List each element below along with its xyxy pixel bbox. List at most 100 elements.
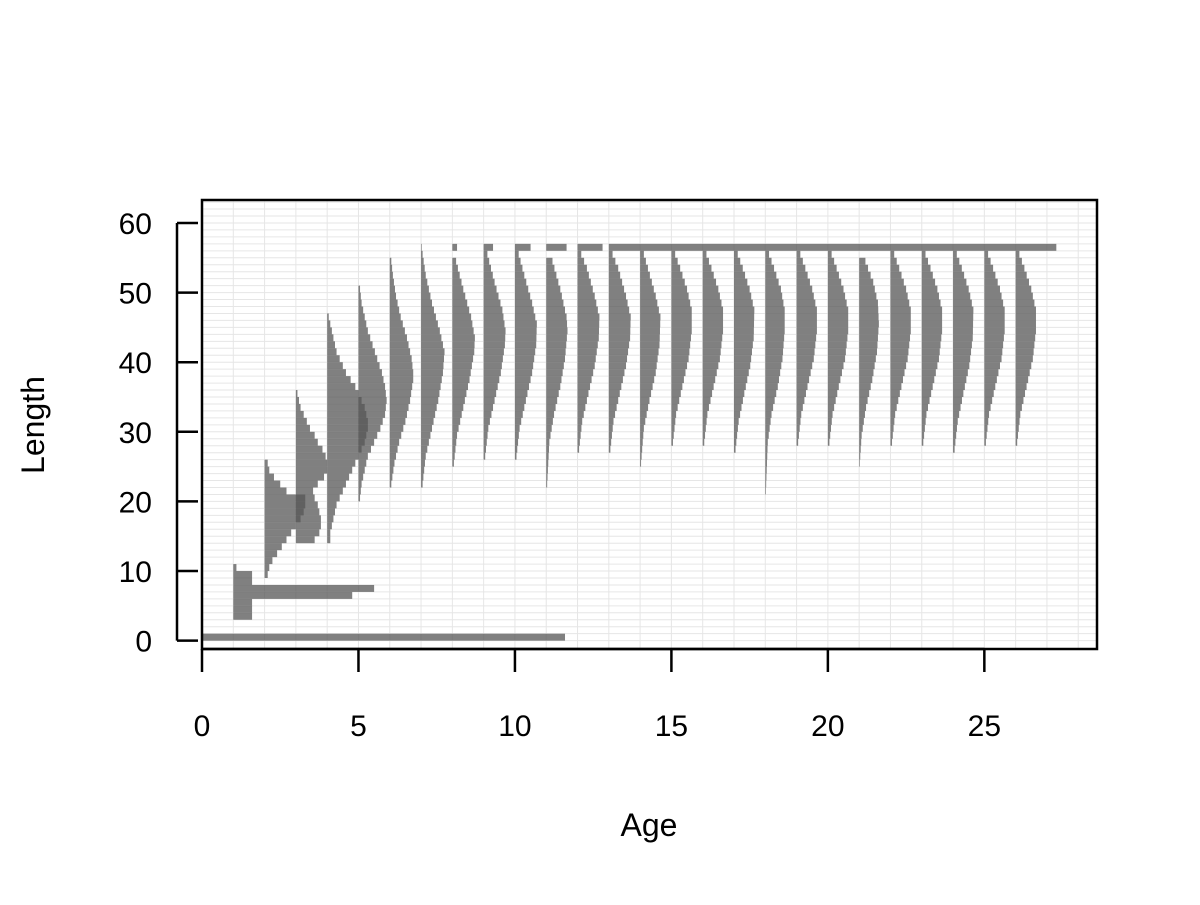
histogram-bar: [796, 403, 803, 411]
histogram-bar: [608, 410, 616, 418]
histogram-bar: [546, 403, 556, 411]
histogram-bar: [295, 522, 321, 530]
histogram-bar: [733, 271, 746, 279]
histogram-bar: [890, 369, 905, 377]
histogram-bar: [733, 431, 738, 439]
histogram-bar: [608, 299, 628, 307]
histogram-bar: [389, 362, 413, 370]
histogram-bar: [640, 459, 642, 467]
histogram-bar: [546, 278, 559, 286]
histogram-bar: [859, 355, 876, 363]
histogram-bar: [953, 424, 957, 432]
histogram-bar: [327, 515, 334, 523]
histogram-bar: [984, 376, 997, 384]
histogram-bar: [608, 292, 627, 300]
histogram-bar: [577, 369, 594, 377]
age-2-distribution: [264, 459, 306, 578]
histogram-bar: [483, 390, 497, 398]
histogram-bar: [984, 306, 1005, 314]
histogram-bar: [765, 438, 768, 446]
histogram-bar: [765, 341, 784, 349]
histogram-bar: [546, 334, 567, 342]
histogram-bar: [452, 397, 465, 404]
histogram-bar: [452, 327, 474, 335]
age-7-distribution: [421, 243, 445, 488]
histogram-bar: [640, 417, 646, 425]
age-0-distribution: [202, 633, 566, 641]
histogram-bar: [859, 397, 868, 404]
histogram-bar: [264, 494, 306, 502]
histogram-bar: [640, 292, 656, 300]
histogram-bar: [389, 306, 400, 314]
histogram-bar: [327, 417, 368, 425]
histogram-bar: [264, 543, 282, 551]
histogram-bar: [859, 264, 869, 272]
histogram-bar: [827, 369, 842, 377]
histogram-bar: [264, 529, 292, 537]
histogram-bar: [452, 271, 460, 279]
histogram-bar: [827, 320, 849, 328]
histogram-bar: [608, 445, 611, 453]
histogram-bar: [421, 452, 426, 460]
histogram-bar: [953, 292, 971, 300]
histogram-bar: [295, 536, 315, 544]
histogram-bar: [327, 536, 331, 544]
histogram-bar: [984, 369, 999, 377]
histogram-bar: [921, 397, 930, 404]
histogram-bar: [452, 376, 470, 384]
histogram-bar: [483, 320, 505, 328]
histogram-bar: [890, 403, 897, 411]
histogram-bar: [890, 313, 911, 321]
histogram-bar: [608, 369, 625, 377]
histogram-bar: [327, 355, 340, 363]
histogram-bar: [264, 459, 268, 467]
histogram-bar: [796, 313, 817, 321]
histogram-bar: [921, 362, 938, 370]
histogram-bar: [421, 243, 422, 251]
histogram-bar: [921, 355, 939, 363]
histogram-bar: [859, 431, 862, 439]
histogram-bar: [733, 362, 751, 370]
histogram-bar: [546, 390, 559, 398]
histogram-bar: [452, 438, 457, 446]
histogram-bar: [921, 250, 926, 258]
histogram-bar: [389, 320, 403, 328]
histogram-bar: [577, 292, 595, 300]
histogram-bar: [890, 278, 904, 286]
histogram-bar: [702, 410, 708, 418]
histogram-bar: [389, 459, 395, 467]
bars-layer: [202, 243, 1057, 641]
histogram-bar: [765, 362, 782, 370]
histogram-bar: [921, 417, 926, 425]
histogram-bar: [921, 438, 924, 446]
histogram-bar: [546, 452, 549, 460]
histogram-bar: [389, 355, 412, 363]
histogram-bar: [733, 257, 741, 265]
histogram-bar: [327, 313, 329, 321]
histogram-bar: [890, 397, 899, 404]
histogram-bar: [796, 355, 814, 363]
histogram-bar: [608, 243, 1057, 251]
histogram-bar: [577, 299, 597, 307]
histogram-bar: [514, 397, 526, 404]
histogram-bar: [984, 299, 1004, 307]
histogram-bar: [765, 257, 772, 265]
histogram-bar: [890, 271, 902, 279]
histogram-bar: [608, 278, 623, 286]
histogram-bar: [702, 390, 713, 398]
y-axis-title: Length: [15, 376, 51, 474]
histogram-bar: [859, 452, 861, 460]
histogram-bar: [640, 438, 643, 446]
histogram-bar: [640, 369, 656, 377]
histogram-bar: [640, 410, 647, 418]
histogram-bar: [546, 459, 549, 467]
histogram-bar: [483, 355, 503, 363]
histogram-bar: [640, 397, 650, 404]
histogram-bar: [608, 348, 629, 356]
histogram-bar: [765, 410, 772, 418]
age-4-distribution: [327, 313, 368, 544]
histogram-bar: [514, 383, 530, 391]
histogram-bar: [671, 341, 691, 349]
histogram-bar: [358, 397, 387, 404]
x-tick-label: 25: [968, 710, 1001, 743]
